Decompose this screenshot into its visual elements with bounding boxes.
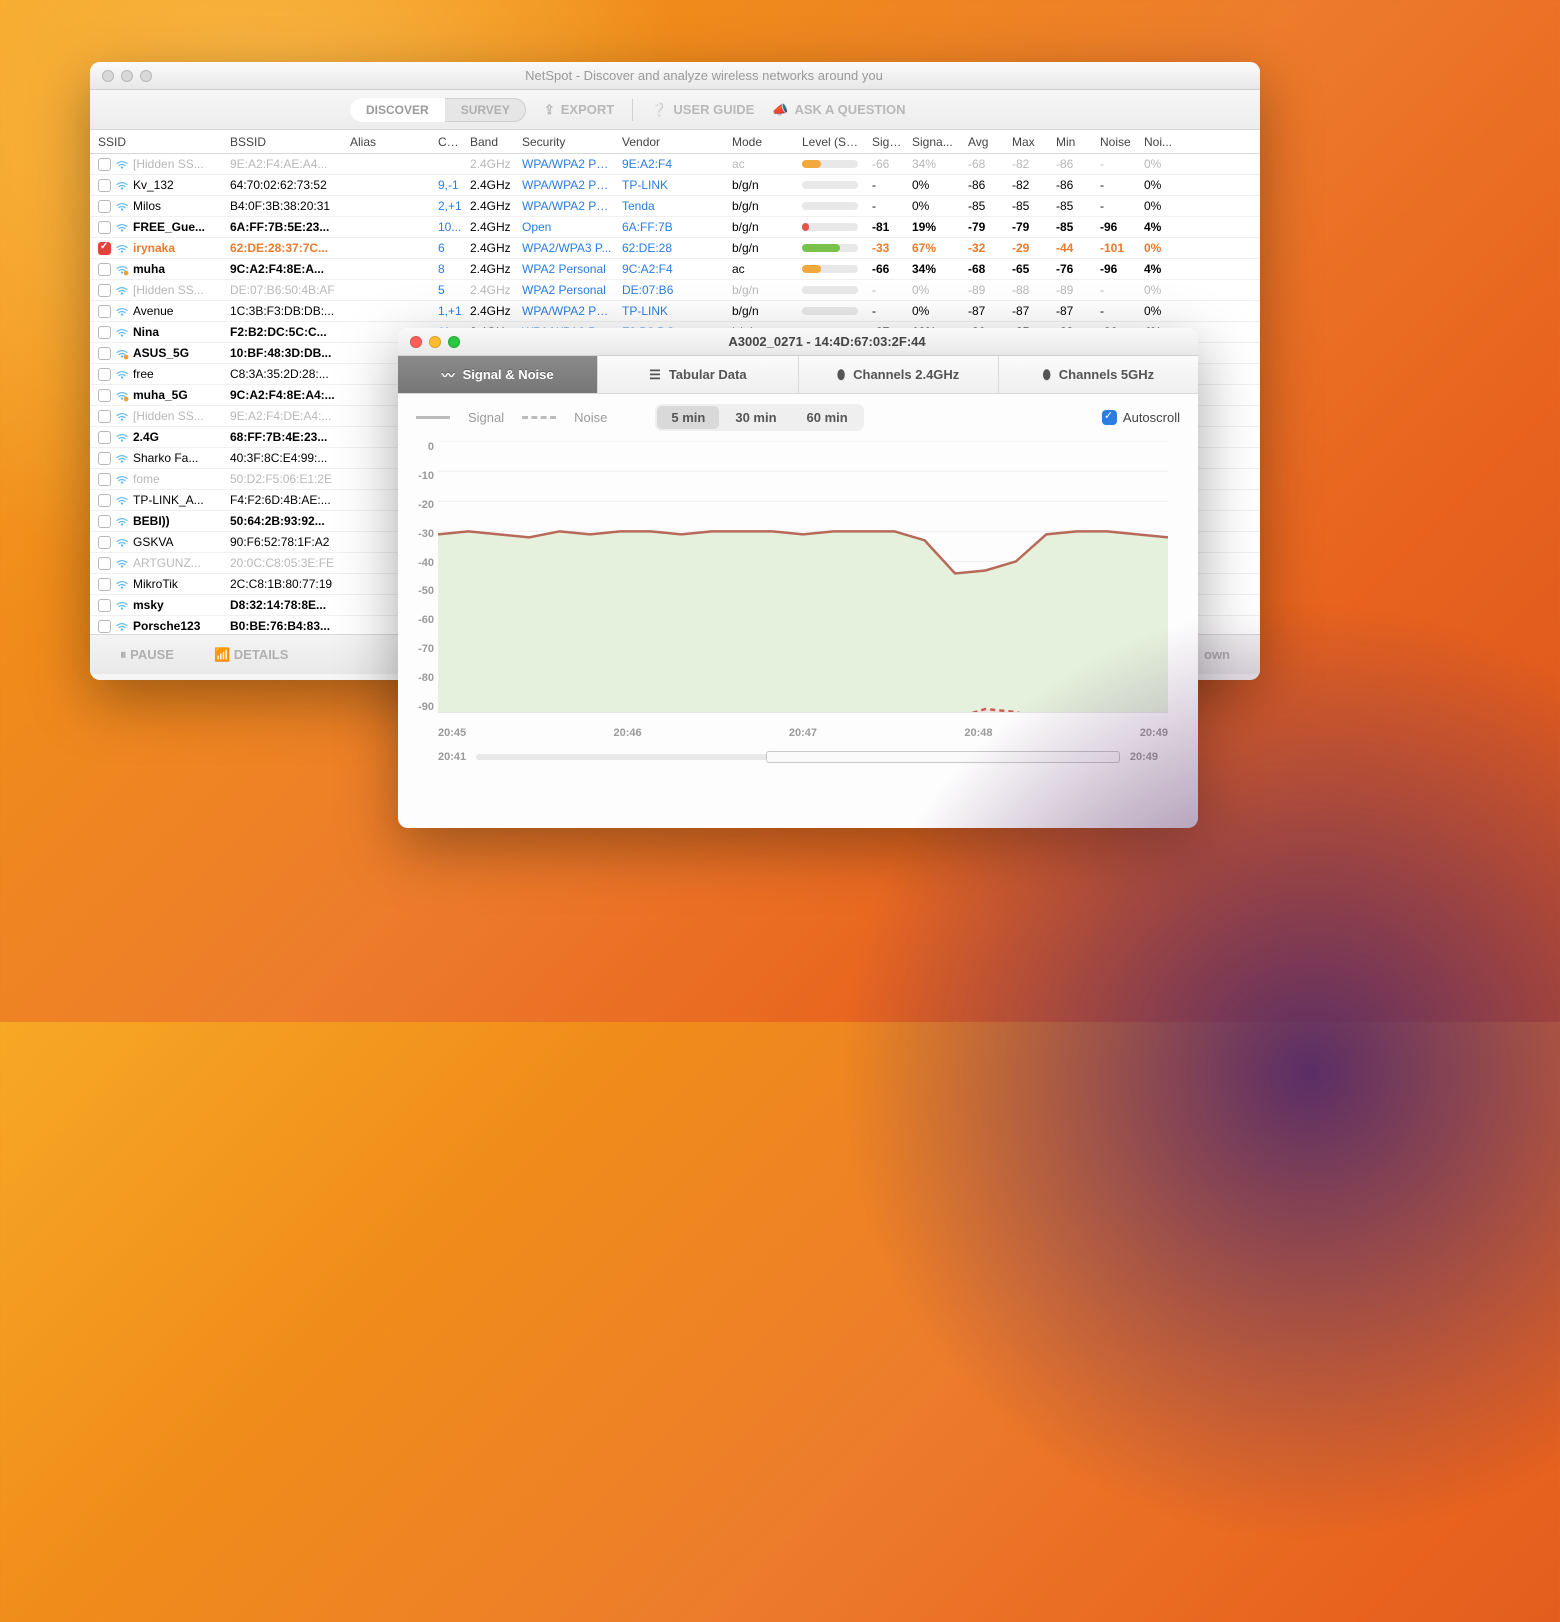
- legend-noise-label: Noise: [574, 410, 607, 425]
- survey-tab[interactable]: SURVEY: [445, 98, 526, 122]
- zoom-icon[interactable]: [448, 336, 460, 348]
- column-header[interactable]: Security: [518, 135, 618, 149]
- row-checkbox[interactable]: [98, 599, 111, 612]
- legend-signal-line: [416, 416, 450, 419]
- column-header[interactable]: Band: [466, 135, 518, 149]
- table-row[interactable]: FREE_Gue...6A:FF:7B:5E:23...10...2.4GHzO…: [90, 217, 1260, 238]
- time-range-segment[interactable]: 5 min 30 min 60 min: [655, 404, 863, 431]
- detail-window-title: A3002_0271 - 14:4D:67:03:2F:44: [468, 334, 1186, 349]
- column-header[interactable]: SSID: [94, 135, 226, 149]
- tab-channels-24[interactable]: ⬮ Channels 2.4GHz: [799, 356, 999, 393]
- row-checkbox[interactable]: [98, 557, 111, 570]
- pause-button[interactable]: ⏸ PAUSE: [120, 647, 174, 663]
- time-scrubber[interactable]: 20:41 20:49: [398, 751, 1198, 777]
- column-header[interactable]: Max: [1008, 135, 1052, 149]
- row-checkbox[interactable]: [98, 515, 111, 528]
- row-checkbox[interactable]: [98, 431, 111, 444]
- row-checkbox[interactable]: [98, 347, 111, 360]
- table-row[interactable]: muha9C:A2:F4:8E:A...82.4GHzWPA2 Personal…: [90, 259, 1260, 280]
- discover-tab[interactable]: DISCOVER: [350, 98, 445, 122]
- autoscroll-toggle[interactable]: Autoscroll: [1102, 410, 1180, 425]
- column-header[interactable]: Level (SN...: [798, 135, 868, 149]
- user-guide-button[interactable]: ❔ USER GUIDE: [651, 102, 754, 118]
- table-row[interactable]: MilosB4:0F:3B:38:20:312,+12.4GHzWPA/WPA2…: [90, 196, 1260, 217]
- checkbox-icon[interactable]: [1102, 410, 1117, 425]
- detail-tabs: 〰 Signal & Noise ☰ Tabular Data ⬮ Channe…: [398, 356, 1198, 394]
- row-checkbox[interactable]: [98, 368, 111, 381]
- scrub-end: 20:49: [1130, 751, 1158, 763]
- column-header[interactable]: Ch...: [434, 135, 466, 149]
- row-checkbox[interactable]: [98, 620, 111, 633]
- row-checkbox[interactable]: [98, 326, 111, 339]
- table-header[interactable]: SSIDBSSIDAliasCh...BandSecurityVendorMod…: [90, 130, 1260, 154]
- scrub-thumb[interactable]: [766, 751, 1120, 763]
- window-title: NetSpot - Discover and analyze wireless …: [160, 68, 1248, 83]
- column-header[interactable]: Vendor: [618, 135, 728, 149]
- column-header[interactable]: Noise: [1096, 135, 1140, 149]
- legend-noise-line: [522, 416, 556, 419]
- detail-titlebar[interactable]: A3002_0271 - 14:4D:67:03:2F:44: [398, 328, 1198, 356]
- y-axis-labels: 0-10-20-30-40-50-60-70-80-90: [410, 441, 434, 713]
- row-checkbox[interactable]: [98, 494, 111, 507]
- x-axis-labels: 20:4520:4620:4720:4820:49: [438, 727, 1168, 739]
- row-checkbox[interactable]: [98, 305, 111, 318]
- main-titlebar[interactable]: NetSpot - Discover and analyze wireless …: [90, 62, 1260, 90]
- column-header[interactable]: Signal: [868, 135, 908, 149]
- column-header[interactable]: Noi...: [1140, 135, 1184, 149]
- time-30min[interactable]: 30 min: [721, 406, 790, 429]
- toolbar-divider: [632, 99, 633, 121]
- row-checkbox[interactable]: [98, 389, 111, 402]
- row-checkbox[interactable]: [98, 179, 111, 192]
- table-row[interactable]: irynaka62:DE:28:37:7C...62.4GHzWPA2/WPA3…: [90, 238, 1260, 259]
- time-5min[interactable]: 5 min: [657, 406, 719, 429]
- tab-channels-5[interactable]: ⬮ Channels 5GHz: [999, 356, 1198, 393]
- main-toolbar: DISCOVER SURVEY ⇪ EXPORT ❔ USER GUIDE 📣 …: [90, 90, 1260, 130]
- row-checkbox[interactable]: [98, 221, 111, 234]
- column-header[interactable]: Signa...: [908, 135, 964, 149]
- time-60min[interactable]: 60 min: [793, 406, 862, 429]
- tab-tabular[interactable]: ☰ Tabular Data: [598, 356, 798, 393]
- scrub-start: 20:41: [438, 751, 466, 763]
- chart-controls: Signal Noise 5 min 30 min 60 min Autoscr…: [398, 394, 1198, 441]
- table-row[interactable]: Kv_13264:70:02:62:73:529,-12.4GHzWPA/WPA…: [90, 175, 1260, 196]
- close-icon[interactable]: [410, 336, 422, 348]
- details-button[interactable]: 📶 DETAILS: [214, 647, 288, 663]
- row-checkbox[interactable]: [98, 284, 111, 297]
- close-icon[interactable]: [102, 70, 114, 82]
- zoom-icon[interactable]: [140, 70, 152, 82]
- traffic-lights[interactable]: [410, 336, 460, 348]
- minimize-icon[interactable]: [429, 336, 441, 348]
- footer-right: own: [1204, 647, 1230, 662]
- row-checkbox[interactable]: [98, 410, 111, 423]
- row-checkbox[interactable]: [98, 473, 111, 486]
- traffic-lights[interactable]: [102, 70, 152, 82]
- column-header[interactable]: Mode: [728, 135, 798, 149]
- row-checkbox[interactable]: [98, 263, 111, 276]
- column-header[interactable]: BSSID: [226, 135, 346, 149]
- table-row[interactable]: [Hidden SS...9E:A2:F4:AE:A4...2.4GHzWPA/…: [90, 154, 1260, 175]
- table-row[interactable]: Avenue1C:3B:F3:DB:DB:...1,+12.4GHzWPA/WP…: [90, 301, 1260, 322]
- row-checkbox[interactable]: [98, 452, 111, 465]
- row-checkbox[interactable]: [98, 158, 111, 171]
- row-checkbox[interactable]: [98, 200, 111, 213]
- tab-signal-noise[interactable]: 〰 Signal & Noise: [398, 356, 598, 393]
- export-button[interactable]: ⇪ EXPORT: [544, 102, 614, 118]
- column-header[interactable]: Min: [1052, 135, 1096, 149]
- mode-segment[interactable]: DISCOVER SURVEY: [350, 98, 526, 122]
- signal-detail-window: A3002_0271 - 14:4D:67:03:2F:44 〰 Signal …: [398, 328, 1198, 828]
- minimize-icon[interactable]: [121, 70, 133, 82]
- row-checkbox[interactable]: [98, 242, 111, 255]
- column-header[interactable]: Alias: [346, 135, 434, 149]
- signal-chart: 0-10-20-30-40-50-60-70-80-90 20:4520:462…: [438, 441, 1168, 751]
- row-checkbox[interactable]: [98, 536, 111, 549]
- column-header[interactable]: Avg: [964, 135, 1008, 149]
- scrub-track[interactable]: [476, 754, 1120, 760]
- table-row[interactable]: [Hidden SS...DE:07:B6:50:4B:AF52.4GHzWPA…: [90, 280, 1260, 301]
- legend-signal-label: Signal: [468, 410, 504, 425]
- row-checkbox[interactable]: [98, 578, 111, 591]
- ask-question-button[interactable]: 📣 ASK A QUESTION: [772, 102, 905, 118]
- plot-area: [438, 441, 1168, 713]
